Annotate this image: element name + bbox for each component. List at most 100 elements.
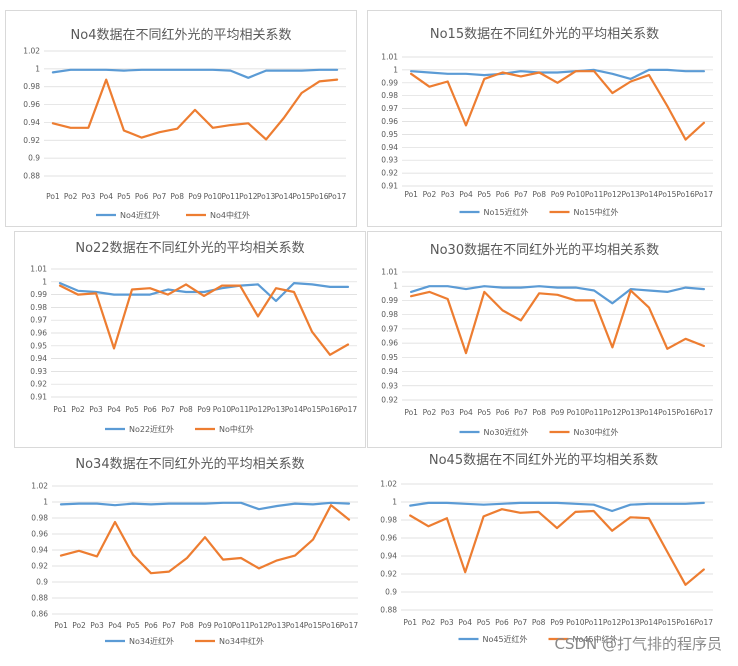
- x-tick-label: Po13: [268, 621, 287, 630]
- series-line-mid-ir: [409, 70, 705, 141]
- watermark: CSDN @打气排的程序员: [554, 635, 722, 653]
- x-tick-label: Po15: [304, 621, 323, 630]
- legend-label: No15中红外: [574, 207, 619, 217]
- x-tick-label: Po8: [532, 408, 546, 417]
- chart-no15: No15数据在不同红外光的平均相关系数 0.91 0.92 0.93 0.94 0.95 0…: [381, 26, 714, 217]
- x-tick-label: Po5: [126, 621, 140, 630]
- series-line-mid-ir: [59, 504, 351, 575]
- x-tick-label: Po12: [603, 408, 622, 417]
- series-line-mid-ir: [51, 78, 339, 141]
- series-line-near-ir: [409, 68, 705, 81]
- x-tick-label: Po2: [423, 408, 437, 417]
- y-tick-label: 0.99: [381, 78, 398, 87]
- x-tick-label: Po9: [197, 405, 211, 414]
- chart-no22: No22数据在不同红外光的平均相关系数 0.91 0.92 0.93 0.94 0.95 0…: [30, 240, 358, 434]
- legend-label: No30近红外: [484, 427, 529, 437]
- chart-title: No45数据在不同红外光的平均相关系数: [429, 452, 658, 468]
- y-tick-label: 0.98: [31, 514, 48, 523]
- y-tick-label: 0.88: [31, 594, 48, 603]
- chart-title: No34数据在不同红外光的平均相关系数: [75, 456, 304, 472]
- y-tick-label: 0.96: [380, 534, 397, 543]
- y-tick-label: 0.93: [381, 156, 398, 165]
- legend-label: No中红外: [219, 424, 254, 434]
- x-tick-label: Po16: [676, 618, 695, 627]
- y-tick-label: 0.93: [30, 367, 47, 376]
- y-tick-label: 0.91: [381, 182, 398, 191]
- y-tick-label: 0.99: [30, 290, 47, 299]
- x-tick-label: Po11: [232, 621, 251, 630]
- series-line-near-ir: [58, 281, 350, 303]
- legend-label: No4近红外: [120, 210, 160, 220]
- x-tick-label: Po11: [585, 190, 604, 199]
- x-tick-label: Po3: [441, 190, 455, 199]
- x-tick-label: Po5: [478, 408, 492, 417]
- x-tick-label: Po14: [285, 405, 304, 414]
- y-tick-label: 0.93: [381, 381, 398, 390]
- y-tick-label: 1: [393, 65, 398, 74]
- y-tick-label: 0.92: [30, 380, 47, 389]
- y-tick-label: 1: [42, 277, 47, 286]
- x-tick-label: Po13: [621, 190, 640, 199]
- y-tick-label: 0.97: [381, 324, 398, 333]
- y-tick-label: 0.97: [30, 316, 47, 325]
- x-tick-label: Po4: [459, 408, 473, 417]
- series-line-near-ir: [409, 285, 705, 305]
- y-tick-label: 0.99: [381, 296, 398, 305]
- x-tick-label: Po8: [180, 621, 194, 630]
- x-tick-label: Po7: [162, 621, 176, 630]
- x-tick-label: Po16: [322, 621, 341, 630]
- series-line-near-ir: [59, 501, 351, 511]
- chart-title: No15数据在不同红外光的平均相关系数: [430, 26, 659, 42]
- x-tick-label: Po7: [153, 192, 167, 201]
- chart-title: No4数据在不同红外光的平均相关系数: [71, 27, 292, 43]
- chart-panel-no45: No45数据在不同红外光的平均相关系数 0.88 0.9 0.92 0.94 0.96 0.…: [367, 448, 720, 658]
- legend-label: No22近红外: [129, 424, 174, 434]
- y-tick-label: 1.02: [31, 482, 48, 491]
- x-tick-label: Po1: [46, 192, 60, 201]
- x-tick-label: Po7: [161, 405, 175, 414]
- y-tick-label: 0.98: [23, 82, 40, 91]
- x-tick-label: Po17: [695, 190, 714, 199]
- chart-panel-no15: No15数据在不同红外光的平均相关系数 0.91 0.92 0.93 0.94 0.95 0…: [367, 10, 722, 227]
- x-tick-label: Po14: [640, 618, 659, 627]
- y-tick-label: 0.94: [23, 118, 40, 127]
- x-tick-label: Po12: [249, 405, 268, 414]
- x-tick-label: Po3: [441, 408, 455, 417]
- x-tick-label: Po1: [404, 190, 418, 199]
- y-tick-label: 0.92: [31, 562, 48, 571]
- x-tick-label: Po10: [204, 192, 223, 201]
- x-tick-label: Po10: [567, 408, 586, 417]
- x-tick-label: Po17: [339, 405, 358, 414]
- x-tick-label: Po2: [423, 190, 437, 199]
- x-tick-label: Po8: [532, 618, 546, 627]
- y-tick-label: 1: [392, 498, 397, 507]
- x-tick-label: Po12: [603, 618, 622, 627]
- y-tick-label: 0.98: [381, 91, 398, 100]
- y-tick-label: 0.95: [381, 353, 398, 362]
- chart-no30: No30数据在不同红外光的平均相关系数 0.92 0.93 0.94 0.95 0.96 0…: [381, 242, 713, 437]
- x-tick-label: Po1: [404, 408, 418, 417]
- x-tick-label: Po15: [658, 618, 677, 627]
- y-tick-label: 0.92: [23, 136, 40, 145]
- x-tick-label: Po9: [188, 192, 202, 201]
- x-tick-label: Po10: [566, 618, 585, 627]
- x-tick-label: Po14: [275, 192, 294, 201]
- x-tick-label: Po1: [403, 618, 417, 627]
- y-tick-label: 0.9: [36, 578, 48, 587]
- legend-label: No4中红外: [210, 210, 250, 220]
- chart-panel-no34: No34数据在不同红外光的平均相关系数 0.86 0.88 0.9 0.92 0.94 0.…: [14, 448, 366, 658]
- x-tick-label: Po15: [303, 405, 322, 414]
- chart-panel-no22: No22数据在不同红外光的平均相关系数 0.91 0.92 0.93 0.94 0.95 0…: [14, 231, 366, 448]
- y-tick-label: 0.91: [30, 393, 47, 402]
- x-tick-label: Po6: [144, 621, 158, 630]
- y-tick-label: 0.98: [380, 516, 397, 525]
- y-tick-label: 0.94: [30, 354, 47, 363]
- x-tick-label: Po4: [458, 618, 472, 627]
- y-tick-label: 0.95: [30, 341, 47, 350]
- y-tick-label: 0.96: [381, 339, 398, 348]
- x-tick-label: Po17: [328, 192, 347, 201]
- x-tick-label: Po1: [54, 621, 68, 630]
- x-tick-label: Po12: [250, 621, 269, 630]
- y-tick-label: 0.94: [31, 546, 48, 555]
- x-tick-label: Po4: [108, 621, 122, 630]
